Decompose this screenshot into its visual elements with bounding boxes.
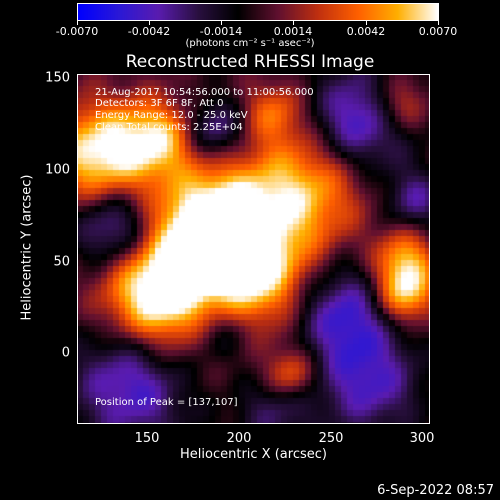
y-tick-label: 0 — [61, 345, 70, 361]
date-stamp: 6-Sep-2022 08:57 — [377, 483, 494, 498]
colorbar-units: (photons cm⁻² s⁻¹ asec⁻²) — [185, 38, 315, 49]
annotation-peak: Position of Peak = [137,107] — [95, 397, 238, 408]
colorbar-tick — [438, 21, 439, 25]
annotation-detectors: Detectors: 3F 6F 8F, Att 0 — [95, 98, 224, 109]
annotation-time: 21-Aug-2017 10:54:56.000 to 11:00:56.000 — [95, 87, 314, 98]
colorbar-tick — [77, 21, 78, 25]
colorbar-tick-label: 0.0042 — [346, 25, 386, 38]
y-axis-label: Heliocentric Y (arcsec) — [19, 174, 35, 321]
colorbar — [77, 3, 439, 21]
x-tick-label: 250 — [318, 431, 344, 446]
x-axis-label: Heliocentric X (arcsec) — [180, 447, 327, 462]
colorbar-tick-label: 0.0014 — [273, 25, 313, 38]
colorbar-tick-label: -0.0070 — [55, 25, 99, 38]
x-tick-label: 150 — [134, 431, 160, 446]
plot-title: Reconstructed RHESSI Image — [125, 52, 375, 72]
annotation-clean: Clean Total counts: 2.25E+04 — [95, 122, 243, 133]
rhessi-image — [77, 74, 430, 424]
x-tick-label: 300 — [409, 431, 435, 446]
y-tick-label: 100 — [45, 162, 70, 178]
colorbar-tick-label: -0.0014 — [199, 25, 243, 38]
annotation-energy: Energy Range: 12.0 - 25.0 keV — [95, 110, 248, 121]
colorbar-tick — [293, 21, 294, 25]
x-tick-label: 200 — [226, 431, 252, 446]
colorbar-tick — [149, 21, 150, 25]
colorbar-tick-label: -0.0042 — [127, 25, 171, 38]
colorbar-tick — [221, 21, 222, 25]
y-tick-label: 150 — [45, 70, 70, 86]
colorbar-tick-label: 0.0070 — [418, 25, 458, 38]
colorbar-tick — [366, 21, 367, 25]
y-tick-label: 50 — [53, 254, 70, 270]
